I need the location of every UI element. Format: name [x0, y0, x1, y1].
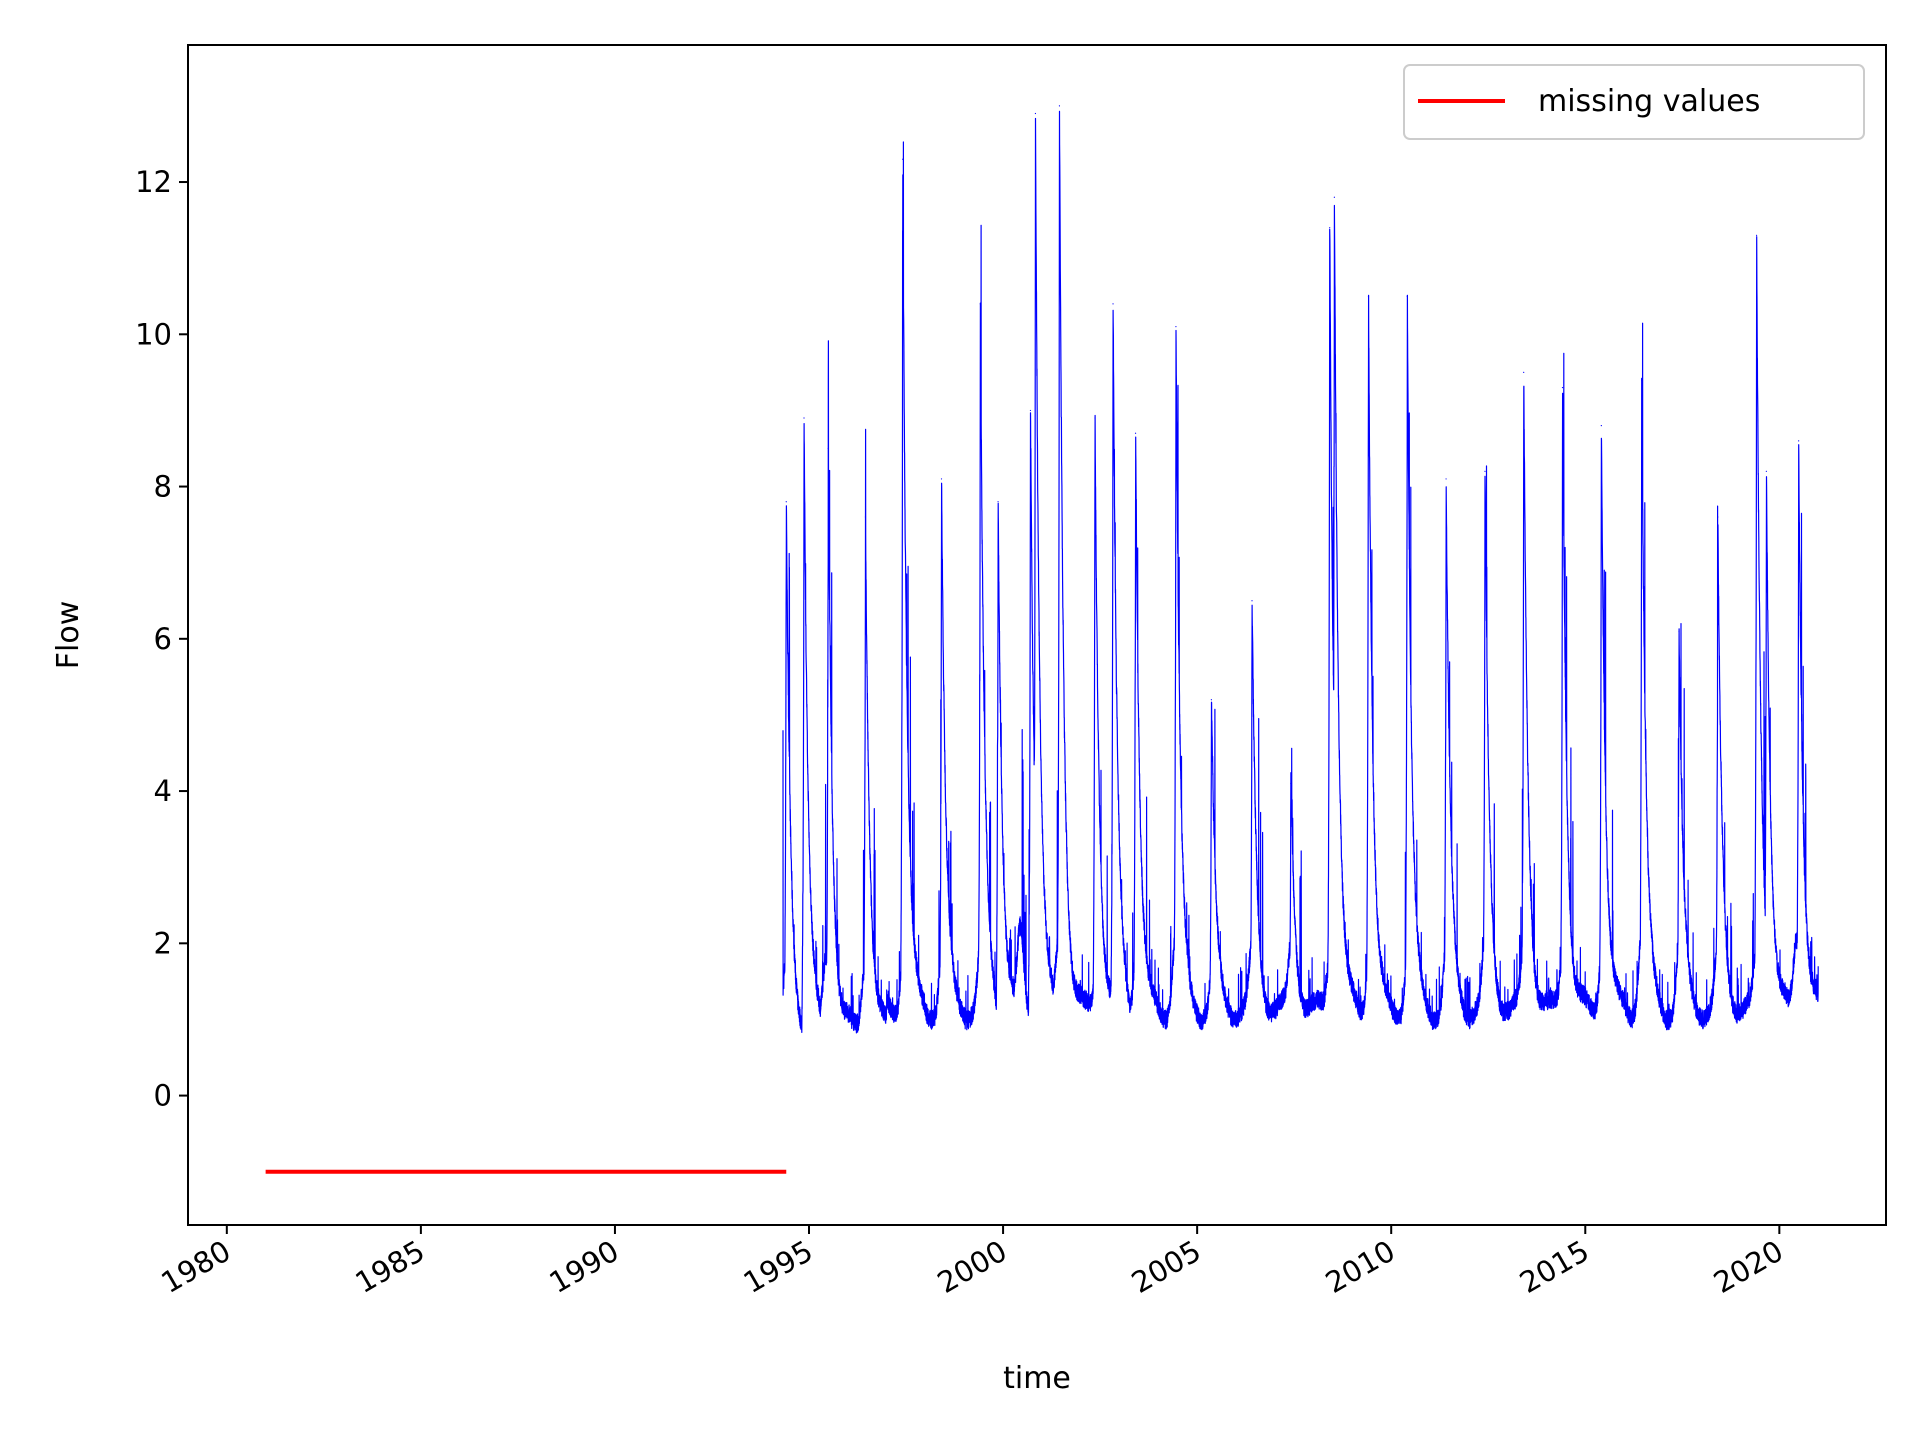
- flow-peak-point: [940, 478, 943, 480]
- flow-peak-point: [1765, 470, 1767, 472]
- y-tick-label: 4: [154, 774, 172, 808]
- y-tick-label: 6: [154, 622, 172, 656]
- flow-peak-point: [1798, 440, 1800, 442]
- flow-peak-point: [1641, 379, 1643, 381]
- flow-peak-point: [1329, 227, 1331, 229]
- flow-peak-point: [1406, 295, 1408, 297]
- flow-peak-point: [827, 447, 829, 450]
- flow-peak-point: [1523, 371, 1525, 373]
- flow-peak-point: [1600, 425, 1602, 427]
- flow-peak-point: [1251, 600, 1253, 602]
- flow-peak-point: [979, 303, 981, 305]
- y-tick-label: 12: [135, 165, 172, 199]
- x-axis-label: time: [1003, 1361, 1071, 1396]
- y-tick-label: 0: [154, 1079, 172, 1113]
- flow-peak-point: [1094, 417, 1096, 419]
- flow-peak-point: [1029, 409, 1032, 412]
- legend-box: [1403, 64, 1865, 140]
- flow-series-line: [782, 110, 1819, 1034]
- flow-peak-point: [1210, 699, 1212, 701]
- flow-peak-point: [1112, 303, 1114, 305]
- flow-peak-point: [902, 158, 904, 160]
- flow-peak-point: [1484, 470, 1486, 472]
- flow-peak-point: [1561, 386, 1564, 389]
- axes-frame: [187, 44, 1887, 1226]
- flow-peak-point: [1290, 782, 1292, 785]
- flow-peak-point: [785, 501, 787, 503]
- flow-peak-point: [1445, 478, 1447, 480]
- flow-peak-point: [1367, 295, 1370, 297]
- flow-peak-point: [1717, 516, 1719, 518]
- legend: missing values: [1403, 64, 1865, 140]
- flow-peak-point: [1678, 630, 1680, 632]
- plot-area: [265, 105, 1819, 1174]
- y-tick-label: 10: [135, 317, 172, 351]
- flow-peak-point: [997, 501, 999, 503]
- flow-peak-point: [864, 516, 867, 518]
- y-axis-label: Flow: [51, 601, 86, 669]
- flow-peak-point: [803, 417, 805, 419]
- flow-peak-point: [1333, 196, 1335, 198]
- flow-peak-point: [1034, 112, 1037, 115]
- flow-peak-point: [1058, 105, 1061, 107]
- flow-peak-point: [1175, 326, 1177, 328]
- flow-peak-point: [1755, 234, 1758, 236]
- y-tick-label: 8: [154, 470, 172, 504]
- legend-label-missing-values: missing values: [1538, 84, 1760, 119]
- flow-peak-point: [1134, 432, 1137, 434]
- y-tick-label: 2: [154, 926, 172, 960]
